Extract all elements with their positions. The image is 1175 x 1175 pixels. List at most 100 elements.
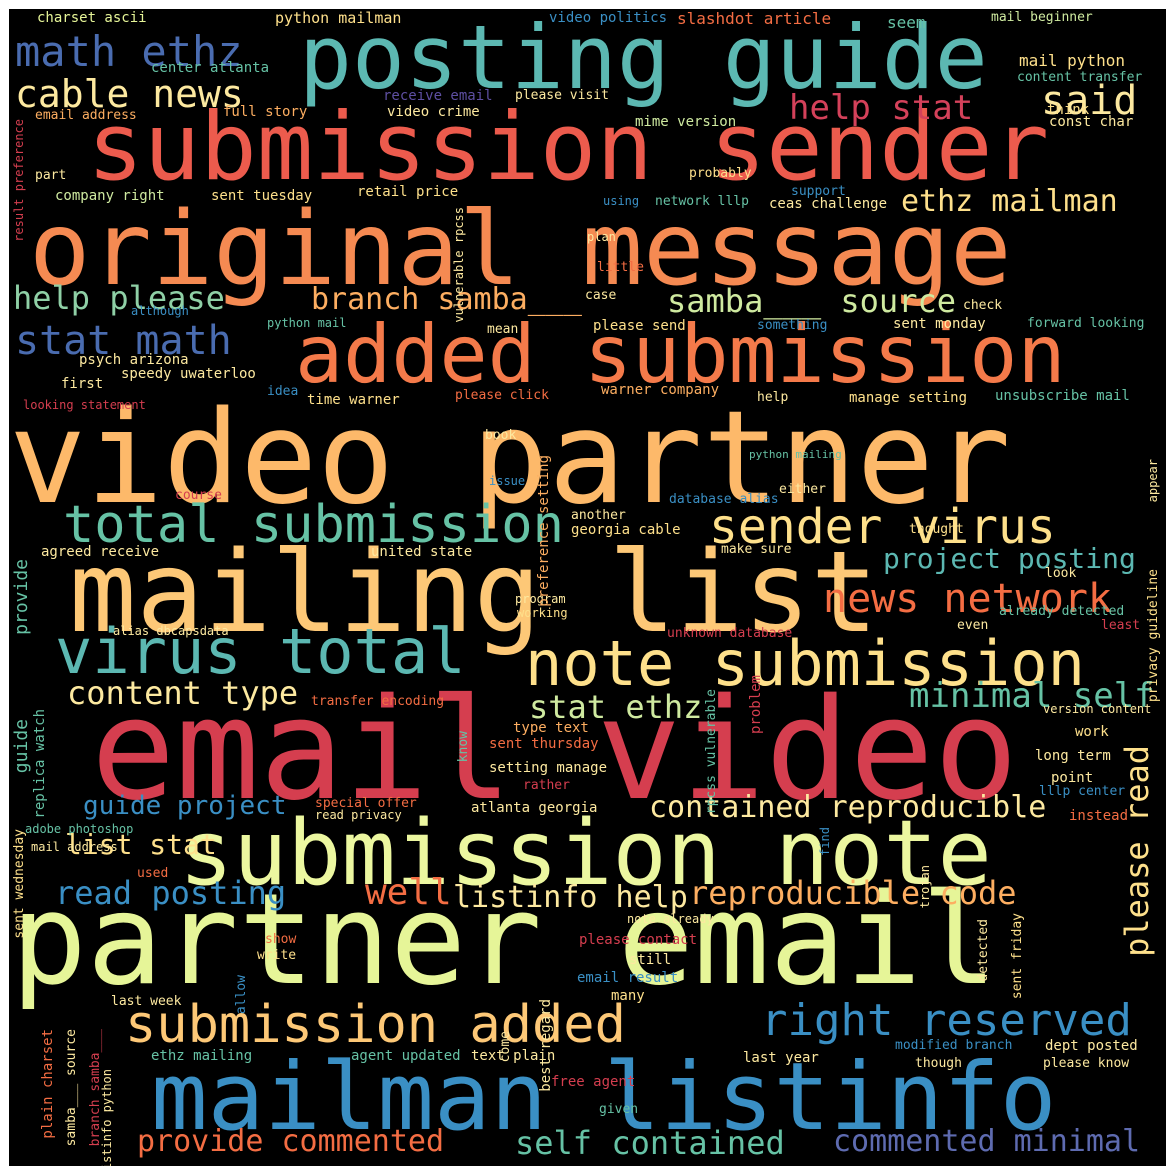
word: point <box>1051 770 1094 786</box>
word: using <box>603 194 640 208</box>
word: united state <box>371 544 473 560</box>
word: sent wednesday <box>12 829 27 939</box>
word: lllp center <box>1039 784 1126 799</box>
word: problem <box>748 675 764 735</box>
word: version content <box>1043 702 1152 716</box>
word: although <box>131 304 189 318</box>
word: database alias <box>669 492 779 507</box>
word: part <box>35 168 67 183</box>
word: mailman listinfo <box>151 1043 1057 1152</box>
word: sender virus <box>709 499 1056 555</box>
word: used <box>137 866 169 881</box>
word: note submission <box>525 627 1085 700</box>
word: instead <box>1069 808 1129 824</box>
word: already detected <box>999 604 1125 619</box>
word: mail python <box>1019 51 1125 70</box>
word: well <box>365 872 452 913</box>
word: special offer <box>315 796 417 811</box>
word: read posting <box>55 874 287 912</box>
word: setting manage <box>489 760 608 776</box>
word: mime version <box>635 114 737 130</box>
word: modified branch <box>895 1038 1013 1053</box>
word: please click <box>455 388 549 403</box>
word: ceas challenge <box>769 196 888 212</box>
word: listinfo python <box>100 1069 114 1166</box>
word: transfer encoding <box>311 694 445 709</box>
word: dept posted <box>1045 1038 1138 1054</box>
word: note already <box>627 912 714 926</box>
word: atlanta georgia <box>471 800 598 816</box>
word: appear <box>1146 459 1160 503</box>
word: email video <box>91 669 1019 832</box>
word: vulnerable rpcss <box>452 207 466 323</box>
word: come <box>498 1031 513 1063</box>
word: mean <box>487 322 519 337</box>
word: ethz mailman <box>901 184 1118 219</box>
word: sent tuesday <box>211 188 313 204</box>
word: please read <box>1118 745 1156 957</box>
word: virus total <box>55 615 466 688</box>
word: stat math <box>15 318 232 364</box>
word: either <box>779 482 826 497</box>
word: mailing list <box>69 528 879 658</box>
word: issue <box>489 474 526 488</box>
word: manage setting <box>849 390 968 406</box>
word: mail beginner <box>991 10 1093 25</box>
word-cloud-canvas: posting guide submission sender original… <box>9 9 1166 1166</box>
word: adobe photoshop <box>25 822 134 836</box>
word: course <box>175 488 222 503</box>
word: replica watch <box>32 709 48 819</box>
word: original message <box>29 190 1012 309</box>
word: submission sender <box>87 93 1050 202</box>
word: commented minimal <box>833 1124 1141 1159</box>
word: type text <box>513 720 589 736</box>
word: another <box>571 508 626 523</box>
word: idea <box>267 384 299 399</box>
word: rather <box>523 778 570 793</box>
word: ethz mailing <box>151 1048 253 1064</box>
word: news network <box>823 576 1112 622</box>
word: mail address <box>31 840 118 854</box>
word: text plain <box>471 1048 556 1064</box>
word: slashdot article <box>677 9 832 28</box>
word: project posting <box>883 542 1136 575</box>
word: work <box>1075 724 1109 740</box>
word: full story <box>223 104 308 120</box>
word: sent thursday <box>489 736 599 752</box>
word: rpcss vulnerable <box>704 689 719 815</box>
word: receive email <box>383 88 493 104</box>
word: added submission <box>295 308 1066 401</box>
word: book <box>485 428 517 443</box>
word: stat ethz <box>529 688 703 726</box>
word: little <box>597 260 644 275</box>
word: agreed receive <box>41 544 160 560</box>
word: list stat <box>65 828 217 861</box>
word: georgia cable <box>571 522 681 538</box>
word: plain charset <box>40 1029 56 1139</box>
word: sent monday <box>893 316 986 332</box>
word: though <box>915 1056 962 1071</box>
word: still <box>629 952 672 968</box>
word: look <box>1045 566 1077 581</box>
word: email address <box>35 108 137 123</box>
word: please visit <box>515 88 609 103</box>
word: write <box>257 948 297 963</box>
word: please send <box>593 318 686 334</box>
word: alias dbcapsdata <box>113 624 229 638</box>
word: help please <box>13 279 225 317</box>
word: said <box>1041 78 1138 124</box>
word: warner company <box>601 382 720 398</box>
word: many <box>611 988 645 1004</box>
word: preference setting <box>536 455 552 607</box>
word: support <box>791 184 846 199</box>
word: something <box>757 318 828 333</box>
word: allow <box>234 975 249 1015</box>
word: free agent <box>551 1074 636 1090</box>
word: probably <box>689 166 752 181</box>
word: submission added <box>125 995 626 1055</box>
word: psych arizona <box>79 352 189 368</box>
word: python mailing <box>749 448 842 461</box>
word: privacy guideline <box>1146 569 1161 703</box>
word: listinfo help <box>453 880 688 915</box>
word: minimal self <box>909 676 1155 716</box>
